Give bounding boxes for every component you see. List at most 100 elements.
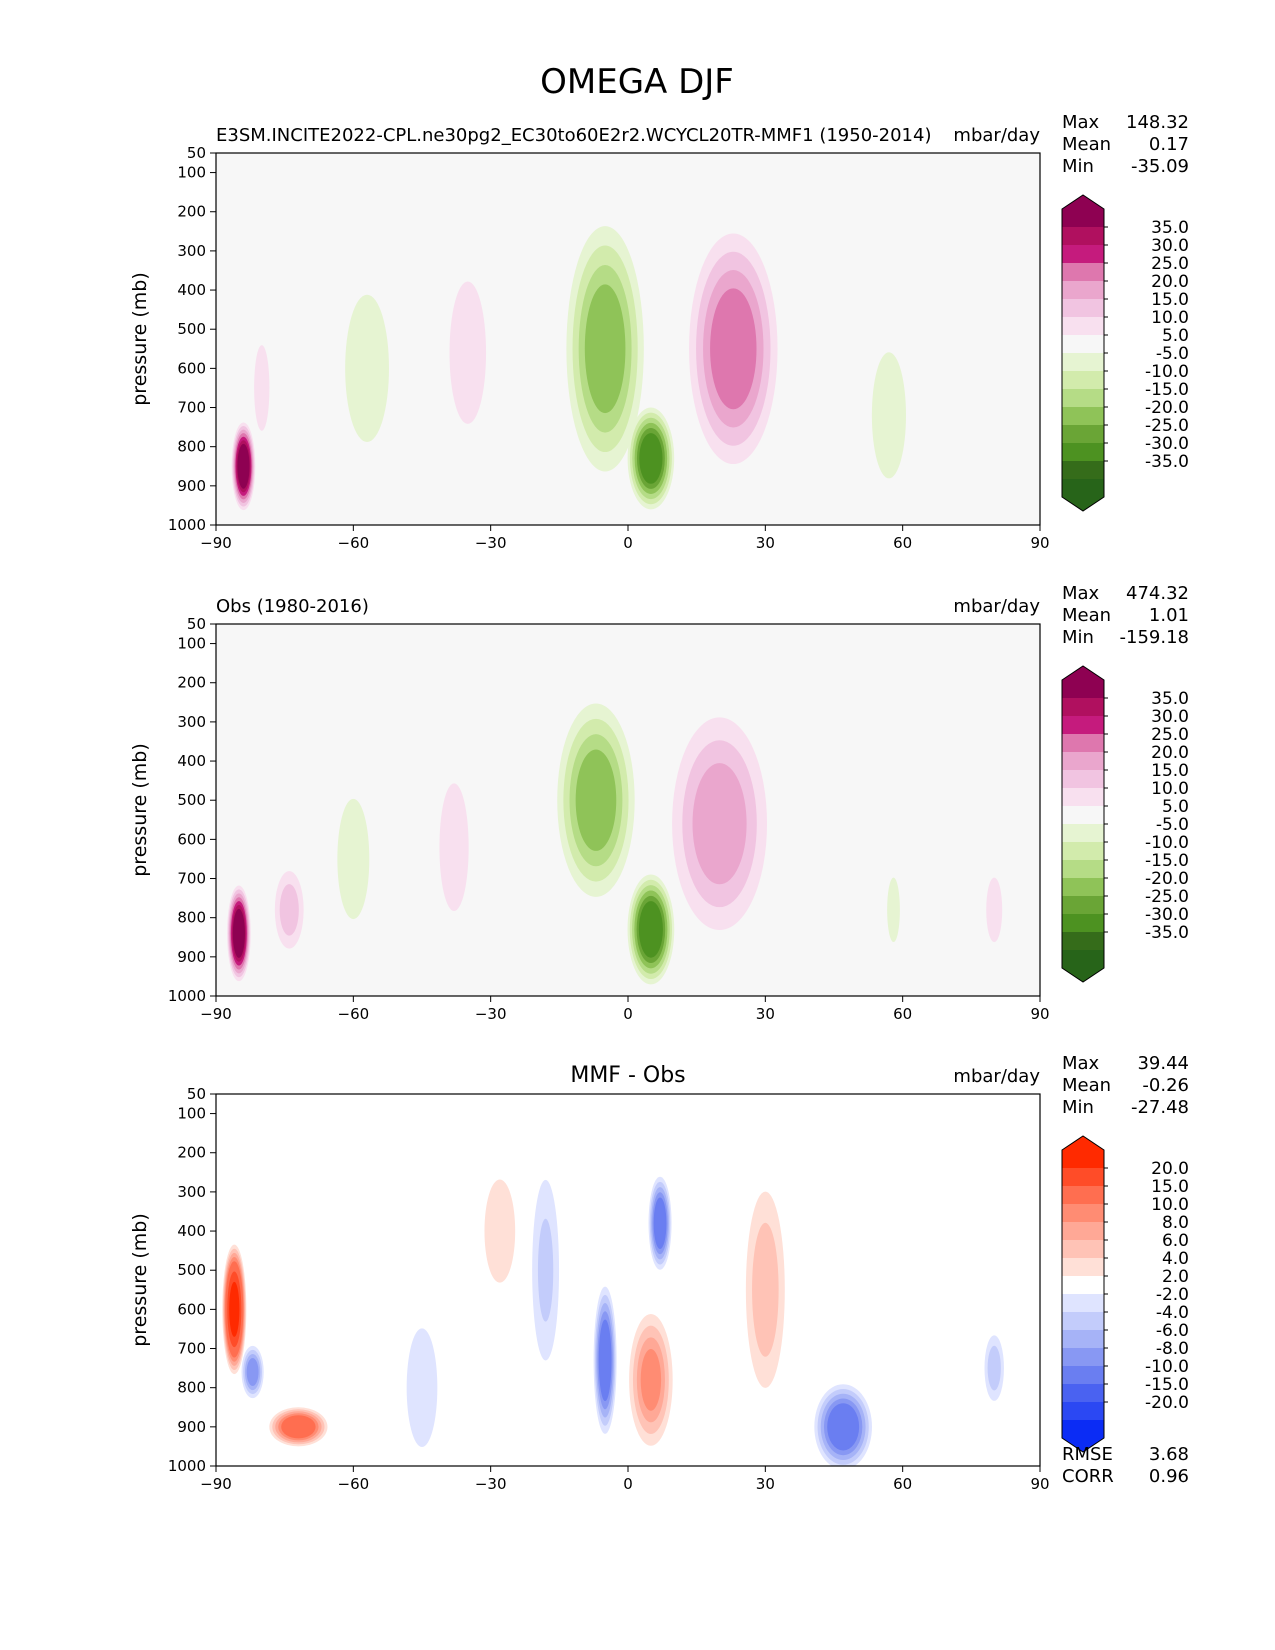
colorbar-label: 10.0 bbox=[1151, 779, 1189, 799]
colorbar-swatch bbox=[1062, 1222, 1104, 1241]
y-tick-label: 1000 bbox=[168, 987, 206, 1005]
y-tick-label: 800 bbox=[177, 1379, 206, 1397]
stat-label: Min bbox=[1062, 156, 1094, 177]
contour-feature bbox=[629, 1313, 673, 1446]
contour-level-shape bbox=[406, 1328, 438, 1448]
colorbar-extend-bottom bbox=[1062, 950, 1104, 982]
colorbar-swatch bbox=[1062, 824, 1104, 843]
stat-value: 148.32 bbox=[1126, 112, 1189, 133]
contour-level-shape bbox=[246, 1357, 259, 1387]
contour-feature bbox=[439, 783, 469, 912]
x-tick-label: −90 bbox=[200, 534, 232, 552]
stat-value: -35.09 bbox=[1131, 156, 1189, 177]
colorbar-label: 5.0 bbox=[1162, 797, 1189, 817]
contour-level-shape bbox=[439, 783, 469, 912]
colorbar-swatch bbox=[1062, 1258, 1104, 1277]
figure-title: OMEGA DJF bbox=[540, 62, 734, 102]
colorbar-label: -15.0 bbox=[1145, 380, 1189, 400]
contour-feature bbox=[984, 1335, 1004, 1401]
panel-title-left: Obs (1980-2016) bbox=[216, 596, 369, 617]
colorbar-label: 25.0 bbox=[1151, 254, 1189, 274]
colorbar-label: -35.0 bbox=[1145, 452, 1189, 472]
extra-stat-label: CORR bbox=[1062, 1466, 1114, 1487]
colorbar-label: -30.0 bbox=[1145, 905, 1189, 925]
stat-value: -0.26 bbox=[1142, 1075, 1189, 1096]
colorbar-label: -20.0 bbox=[1145, 398, 1189, 418]
y-axis-label: pressure (mb) bbox=[129, 1213, 151, 1347]
x-tick-label: −30 bbox=[475, 534, 507, 552]
colorbar-swatch bbox=[1062, 1204, 1104, 1223]
contour-feature bbox=[222, 1244, 247, 1375]
colorbar-swatch bbox=[1062, 1294, 1104, 1313]
extra-stat-value: 0.96 bbox=[1149, 1466, 1189, 1487]
contour-level-shape bbox=[229, 1281, 240, 1337]
colorbar-label: -8.0 bbox=[1156, 1339, 1189, 1359]
contour-feature bbox=[745, 1191, 785, 1388]
y-tick-label: 300 bbox=[177, 242, 206, 260]
contour-level-shape bbox=[537, 1218, 554, 1322]
y-tick-label: 600 bbox=[177, 1300, 206, 1318]
y-tick-label: 500 bbox=[177, 320, 206, 338]
contour-level-shape bbox=[254, 345, 270, 431]
colorbar-swatch bbox=[1062, 1168, 1104, 1187]
colorbar-swatch bbox=[1062, 389, 1104, 408]
contour-feature bbox=[227, 885, 251, 982]
y-tick-label: 50 bbox=[187, 615, 206, 633]
colorbar-swatch bbox=[1062, 299, 1104, 318]
contour-feature bbox=[274, 871, 304, 949]
x-tick-label: −60 bbox=[338, 1475, 370, 1493]
x-tick-label: 90 bbox=[1030, 1475, 1049, 1493]
contour-fill-group bbox=[227, 703, 1003, 985]
contour-level-shape bbox=[871, 352, 906, 479]
y-tick-label: 100 bbox=[177, 1105, 206, 1123]
colorbar-outline bbox=[1061, 665, 1105, 983]
colorbar-swatch bbox=[1062, 698, 1104, 717]
y-tick-label: 800 bbox=[177, 909, 206, 927]
stat-value: -159.18 bbox=[1120, 627, 1189, 648]
y-tick-label: 600 bbox=[177, 359, 206, 377]
y-tick-label: 100 bbox=[177, 635, 206, 653]
colorbar-swatch bbox=[1062, 842, 1104, 861]
y-tick-label: 700 bbox=[177, 870, 206, 888]
colorbar-swatch bbox=[1062, 752, 1104, 771]
stat-label: Mean bbox=[1062, 1075, 1111, 1096]
contour-feature bbox=[484, 1179, 516, 1283]
contour-level-shape bbox=[575, 749, 617, 851]
colorbar-swatch bbox=[1062, 1348, 1104, 1367]
extra-stat-label: RMSE bbox=[1062, 1444, 1113, 1465]
contour-feature bbox=[337, 798, 370, 920]
stat-label: Max bbox=[1062, 112, 1100, 133]
colorbar-label: 5.0 bbox=[1162, 326, 1189, 346]
colorbar-swatch bbox=[1062, 1402, 1104, 1421]
contour-feature bbox=[566, 226, 644, 472]
colorbar-extend-top bbox=[1062, 666, 1104, 698]
stat-label: Max bbox=[1062, 1053, 1100, 1074]
contour-level-shape bbox=[653, 1197, 667, 1249]
x-tick-label: −30 bbox=[475, 1475, 507, 1493]
contour-level-shape bbox=[281, 1415, 316, 1439]
colorbar-swatch bbox=[1062, 443, 1104, 462]
y-axis-label: pressure (mb) bbox=[129, 272, 151, 406]
contour-feature bbox=[672, 717, 768, 931]
contour-feature bbox=[627, 874, 675, 985]
x-tick-label: 0 bbox=[623, 1005, 633, 1023]
y-tick-label: 500 bbox=[177, 1261, 206, 1279]
contour-level-shape bbox=[598, 1319, 612, 1402]
x-tick-label: 60 bbox=[893, 534, 912, 552]
stat-label: Mean bbox=[1062, 134, 1111, 155]
colorbar-label: -2.0 bbox=[1156, 1285, 1189, 1305]
contour-feature bbox=[689, 233, 778, 465]
x-tick-label: 90 bbox=[1030, 534, 1049, 552]
colorbar-extend-bottom bbox=[1062, 1420, 1104, 1452]
contour-feature bbox=[593, 1286, 617, 1434]
colorbar-label: -35.0 bbox=[1145, 923, 1189, 943]
x-tick-label: −30 bbox=[475, 1005, 507, 1023]
colorbar-swatch bbox=[1062, 317, 1104, 336]
contour-level-shape bbox=[752, 1222, 779, 1357]
y-tick-label: 600 bbox=[177, 830, 206, 848]
stat-value: -27.48 bbox=[1131, 1097, 1189, 1118]
colorbar-label: -10.0 bbox=[1145, 362, 1189, 382]
y-tick-label: 1000 bbox=[168, 1457, 206, 1475]
y-tick-label: 400 bbox=[177, 752, 206, 770]
contour-level-shape bbox=[449, 281, 487, 424]
